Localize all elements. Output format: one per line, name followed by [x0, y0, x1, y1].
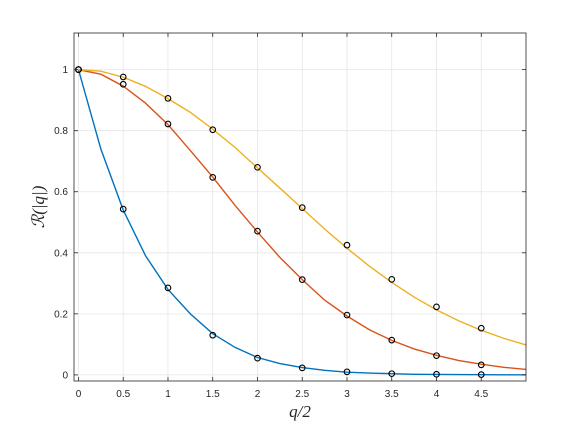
- series-3-point: [254, 163, 261, 171]
- series-3-point: [433, 303, 440, 311]
- x-axis-label: q/2: [289, 402, 311, 421]
- y-axis-label: ℛ(|q|): [29, 185, 48, 228]
- series-layer: [77, 68, 527, 376]
- ticks-layer: 0 0.5 1 1.5 2 2.5 3 3.5 4 4.5 0 0.2 0.4 0.6 0.8 1: [54, 33, 526, 400]
- series-1-point: [343, 368, 351, 376]
- series-line-3: [78, 68, 527, 346]
- series-2-point: [209, 174, 217, 181]
- series-line-1: [77, 69, 527, 376]
- y-tick-label: 0: [62, 370, 68, 381]
- y-tick-label: 0.8: [54, 126, 68, 137]
- x-tick-label: 0: [76, 389, 82, 400]
- x-tick-label: 2.5: [295, 389, 309, 400]
- series-1-point: [388, 370, 396, 378]
- grid-layer: [74, 33, 526, 381]
- series-2-point: [254, 227, 261, 235]
- x-tick-label: 4.5: [474, 389, 488, 400]
- series-3-point: [298, 204, 306, 211]
- series-2-point: [164, 120, 172, 128]
- series-3-point: [119, 73, 127, 81]
- series-1-point: [164, 284, 172, 292]
- series-1-point: [298, 364, 306, 372]
- series-2-point: [433, 352, 440, 360]
- series-2-point: [388, 336, 396, 344]
- series-2-point: [119, 80, 127, 88]
- plot-frame: [73, 32, 527, 382]
- y-tick-label: 0.4: [54, 248, 68, 259]
- x-tick-label: 3: [344, 389, 350, 400]
- series-3-point: [343, 241, 351, 249]
- series-3-point: [388, 275, 396, 283]
- x-tick-label: 4: [434, 389, 440, 400]
- series-1-point: [209, 331, 217, 339]
- y-tick-label: 0.6: [54, 187, 68, 198]
- x-tick-label: 1: [165, 389, 171, 400]
- x-tick-label: 3.5: [385, 389, 399, 400]
- x-tick-label: 1.5: [206, 389, 220, 400]
- series-line-2: [78, 68, 527, 371]
- points-layer: [75, 66, 485, 378]
- series-2-point: [298, 276, 306, 284]
- series-1-point: [254, 354, 261, 362]
- series-3-point: [209, 126, 217, 134]
- series-2-point: [343, 311, 351, 319]
- series-2-point: [477, 361, 485, 369]
- series-1-point: [119, 205, 127, 213]
- y-tick-label: 1: [62, 65, 68, 76]
- x-tick-label: 0.5: [116, 389, 130, 400]
- y-tick-label: 0.2: [54, 309, 68, 320]
- x-tick-label: 2: [255, 389, 261, 400]
- series-3-point: [477, 324, 485, 332]
- series-3-point: [164, 94, 172, 102]
